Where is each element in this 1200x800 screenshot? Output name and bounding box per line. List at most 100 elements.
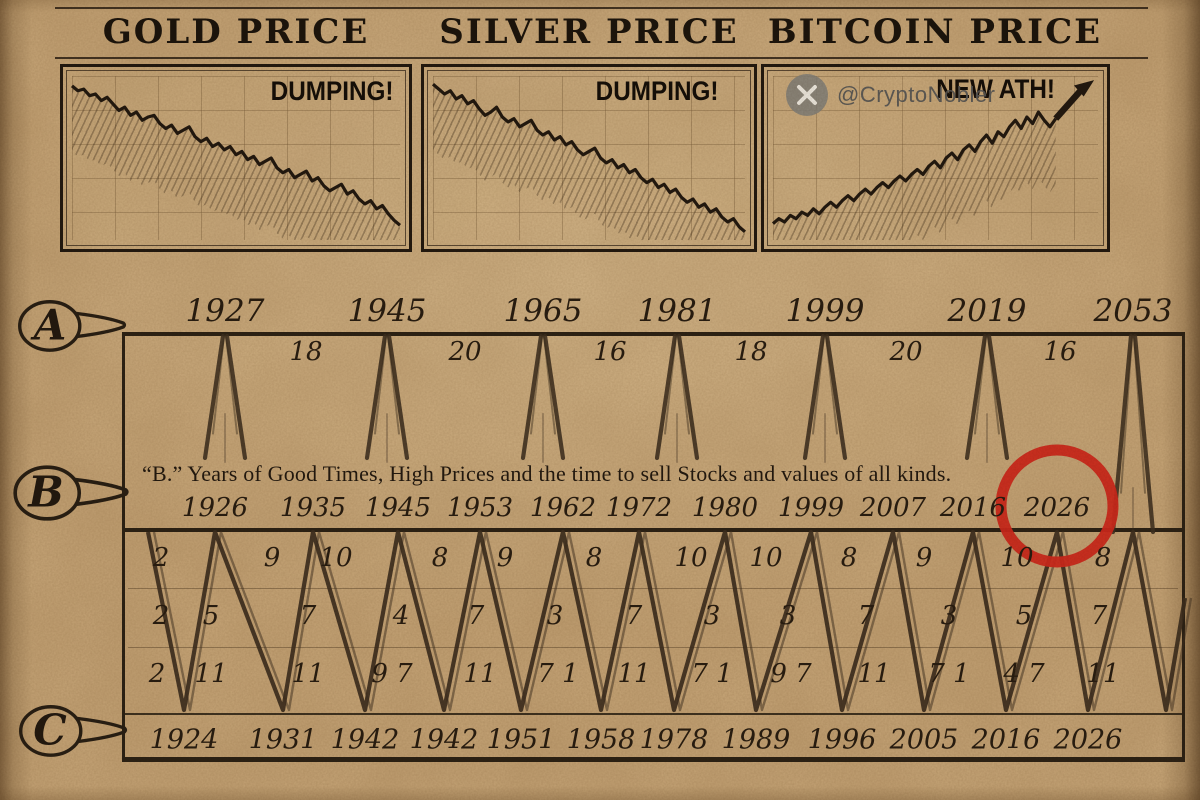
interval-label: 11	[617, 659, 651, 689]
interval-label: 2	[148, 659, 166, 689]
header-top-rule	[55, 7, 1148, 9]
cycle-box-bottom-border	[122, 757, 1185, 762]
interval-label: 11	[194, 659, 228, 689]
row-b-year-1972: 1972	[605, 493, 673, 523]
silver-price-title: SILVER PRICE	[439, 12, 739, 52]
interval-label: 7 1	[691, 659, 733, 689]
silver-dumping-badge: DUMPING!	[595, 76, 718, 106]
row-c-year-1958: 1958	[566, 724, 636, 756]
ath-arrow-icon	[1056, 87, 1084, 118]
row-a-year-1999: 1999	[785, 293, 865, 329]
row-b-year-1935: 1935	[279, 493, 347, 523]
interval-label: 3	[940, 601, 958, 631]
row-c-hand-icon: C	[14, 699, 134, 761]
cycle-box-right-border	[1182, 332, 1185, 762]
row-a-interval: 18	[734, 337, 768, 367]
interval-row-separator-1	[128, 588, 1178, 589]
row-c-year-1951: 1951	[486, 724, 556, 756]
row-c-year-1931: 1931	[248, 724, 318, 756]
watermark: @CryptoNobler	[786, 74, 995, 116]
interval-label: 8	[840, 543, 858, 573]
interval-label: 7	[1090, 601, 1108, 631]
row-c-year-2026: 2026	[1053, 724, 1123, 756]
gold-dumping-badge: DUMPING!	[270, 76, 393, 106]
row-c-year-1996: 1996	[807, 724, 877, 756]
row-b-year-2016: 2016	[939, 493, 1007, 523]
header-bottom-rule	[55, 57, 1148, 59]
row-a-label: A	[33, 300, 67, 350]
interval-label: 11	[463, 659, 497, 689]
interval-label: 7 1	[537, 659, 579, 689]
row-c-topline	[122, 713, 1185, 715]
row-b-description: “B.” Years of Good Times, High Prices an…	[142, 461, 952, 486]
watermark-handle: @CryptoNobler	[837, 82, 996, 107]
row-b-year-2026: 2026	[1023, 493, 1091, 523]
row-a-interval: 20	[448, 337, 482, 367]
interval-label: 10	[749, 543, 783, 573]
cycle-box-left-border	[122, 332, 125, 762]
row-a-interval: 16	[1043, 337, 1077, 367]
interval-label: 11	[291, 659, 325, 689]
interval-row-separator-2	[128, 647, 1178, 648]
interval-label: 9 7	[770, 659, 812, 689]
interval-label: 3	[546, 601, 564, 631]
interval-label: 7	[857, 601, 875, 631]
interval-label: 2	[152, 543, 170, 573]
row-b-label: B	[28, 467, 64, 517]
row-c-year-1989: 1989	[721, 724, 791, 756]
row-b-year-1962: 1962	[529, 493, 597, 523]
interval-label: 2	[152, 601, 170, 631]
row-b-year-1953: 1953	[446, 493, 514, 523]
interval-label: 8	[1094, 543, 1112, 573]
interval-label: 7	[625, 601, 643, 631]
interval-label: 3	[779, 601, 797, 631]
row-b-year-2007: 2007	[859, 493, 927, 523]
gold-price-chart-panel: DUMPING!	[60, 64, 412, 252]
interval-label: 9	[263, 543, 281, 573]
interval-label: 7	[467, 601, 485, 631]
interval-label: 4 7	[1003, 659, 1045, 689]
row-b-hand-icon: B	[10, 458, 134, 526]
row-a-year-1945: 1945	[347, 293, 427, 329]
gold-price-title: GOLD PRICE	[102, 12, 370, 52]
row-a-interval: 16	[593, 337, 627, 367]
silver-price-chart-panel: DUMPING!	[421, 64, 757, 252]
interval-label: 11	[1086, 659, 1120, 689]
row-a-hand-icon: A	[14, 294, 132, 356]
x-logo-icon	[786, 74, 828, 116]
interval-label: 10	[319, 543, 353, 573]
row-b-year-1980: 1980	[691, 493, 759, 523]
interval-label: 4	[392, 601, 410, 631]
row-b-year-1945: 1945	[364, 493, 432, 523]
interval-label: 7	[299, 601, 317, 631]
row-a-year-1965: 1965	[503, 293, 583, 329]
row-c-year-1978: 1978	[639, 724, 709, 756]
interval-label: 9 7	[371, 659, 413, 689]
row-a-interval: 20	[889, 337, 923, 367]
interval-label: 10	[674, 543, 708, 573]
row-a-year-1981: 1981	[637, 293, 717, 329]
row-b-year-1999: 1999	[777, 493, 845, 523]
row-a-year-2053: 2053	[1093, 293, 1173, 329]
row-c-year-1924: 1924	[149, 724, 219, 756]
interval-label: 9	[915, 543, 933, 573]
interval-label: 11	[857, 659, 891, 689]
row-c-year-2016: 2016	[971, 724, 1041, 756]
row-c-year-2005: 2005	[889, 724, 959, 756]
interval-label: 7 1	[928, 659, 970, 689]
interval-label: 8	[431, 543, 449, 573]
interval-label: 5	[202, 601, 220, 631]
row-c-label: C	[33, 705, 67, 755]
interval-label: 8	[585, 543, 603, 573]
interval-label: 3	[703, 601, 721, 631]
row-c-year-1942: 1942	[330, 724, 400, 756]
row-a-interval: 18	[289, 337, 323, 367]
cycle-box-top-line	[122, 528, 1185, 532]
row-b-year-1926: 1926	[181, 493, 249, 523]
row-c-year-1942: 1942	[409, 724, 479, 756]
row-a-baseline	[122, 332, 1185, 336]
interval-label: 9	[496, 543, 514, 573]
interval-label: 10	[1000, 543, 1034, 573]
bitcoin-price-title: BITCOIN PRICE	[767, 12, 1103, 52]
